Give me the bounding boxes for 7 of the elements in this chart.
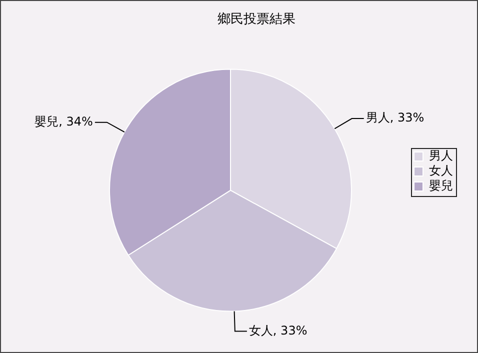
legend-label: 男人 [429, 148, 453, 163]
legend-label: 女人 [429, 164, 453, 178]
chart-title: 鄉民投票結果 [218, 12, 296, 28]
data-label: 男人, 33% [366, 110, 424, 125]
data-label: 嬰兒, 34% [34, 114, 93, 128]
data-label: 女人, 33% [248, 323, 308, 338]
legend-label: 嬰兒 [429, 178, 453, 193]
